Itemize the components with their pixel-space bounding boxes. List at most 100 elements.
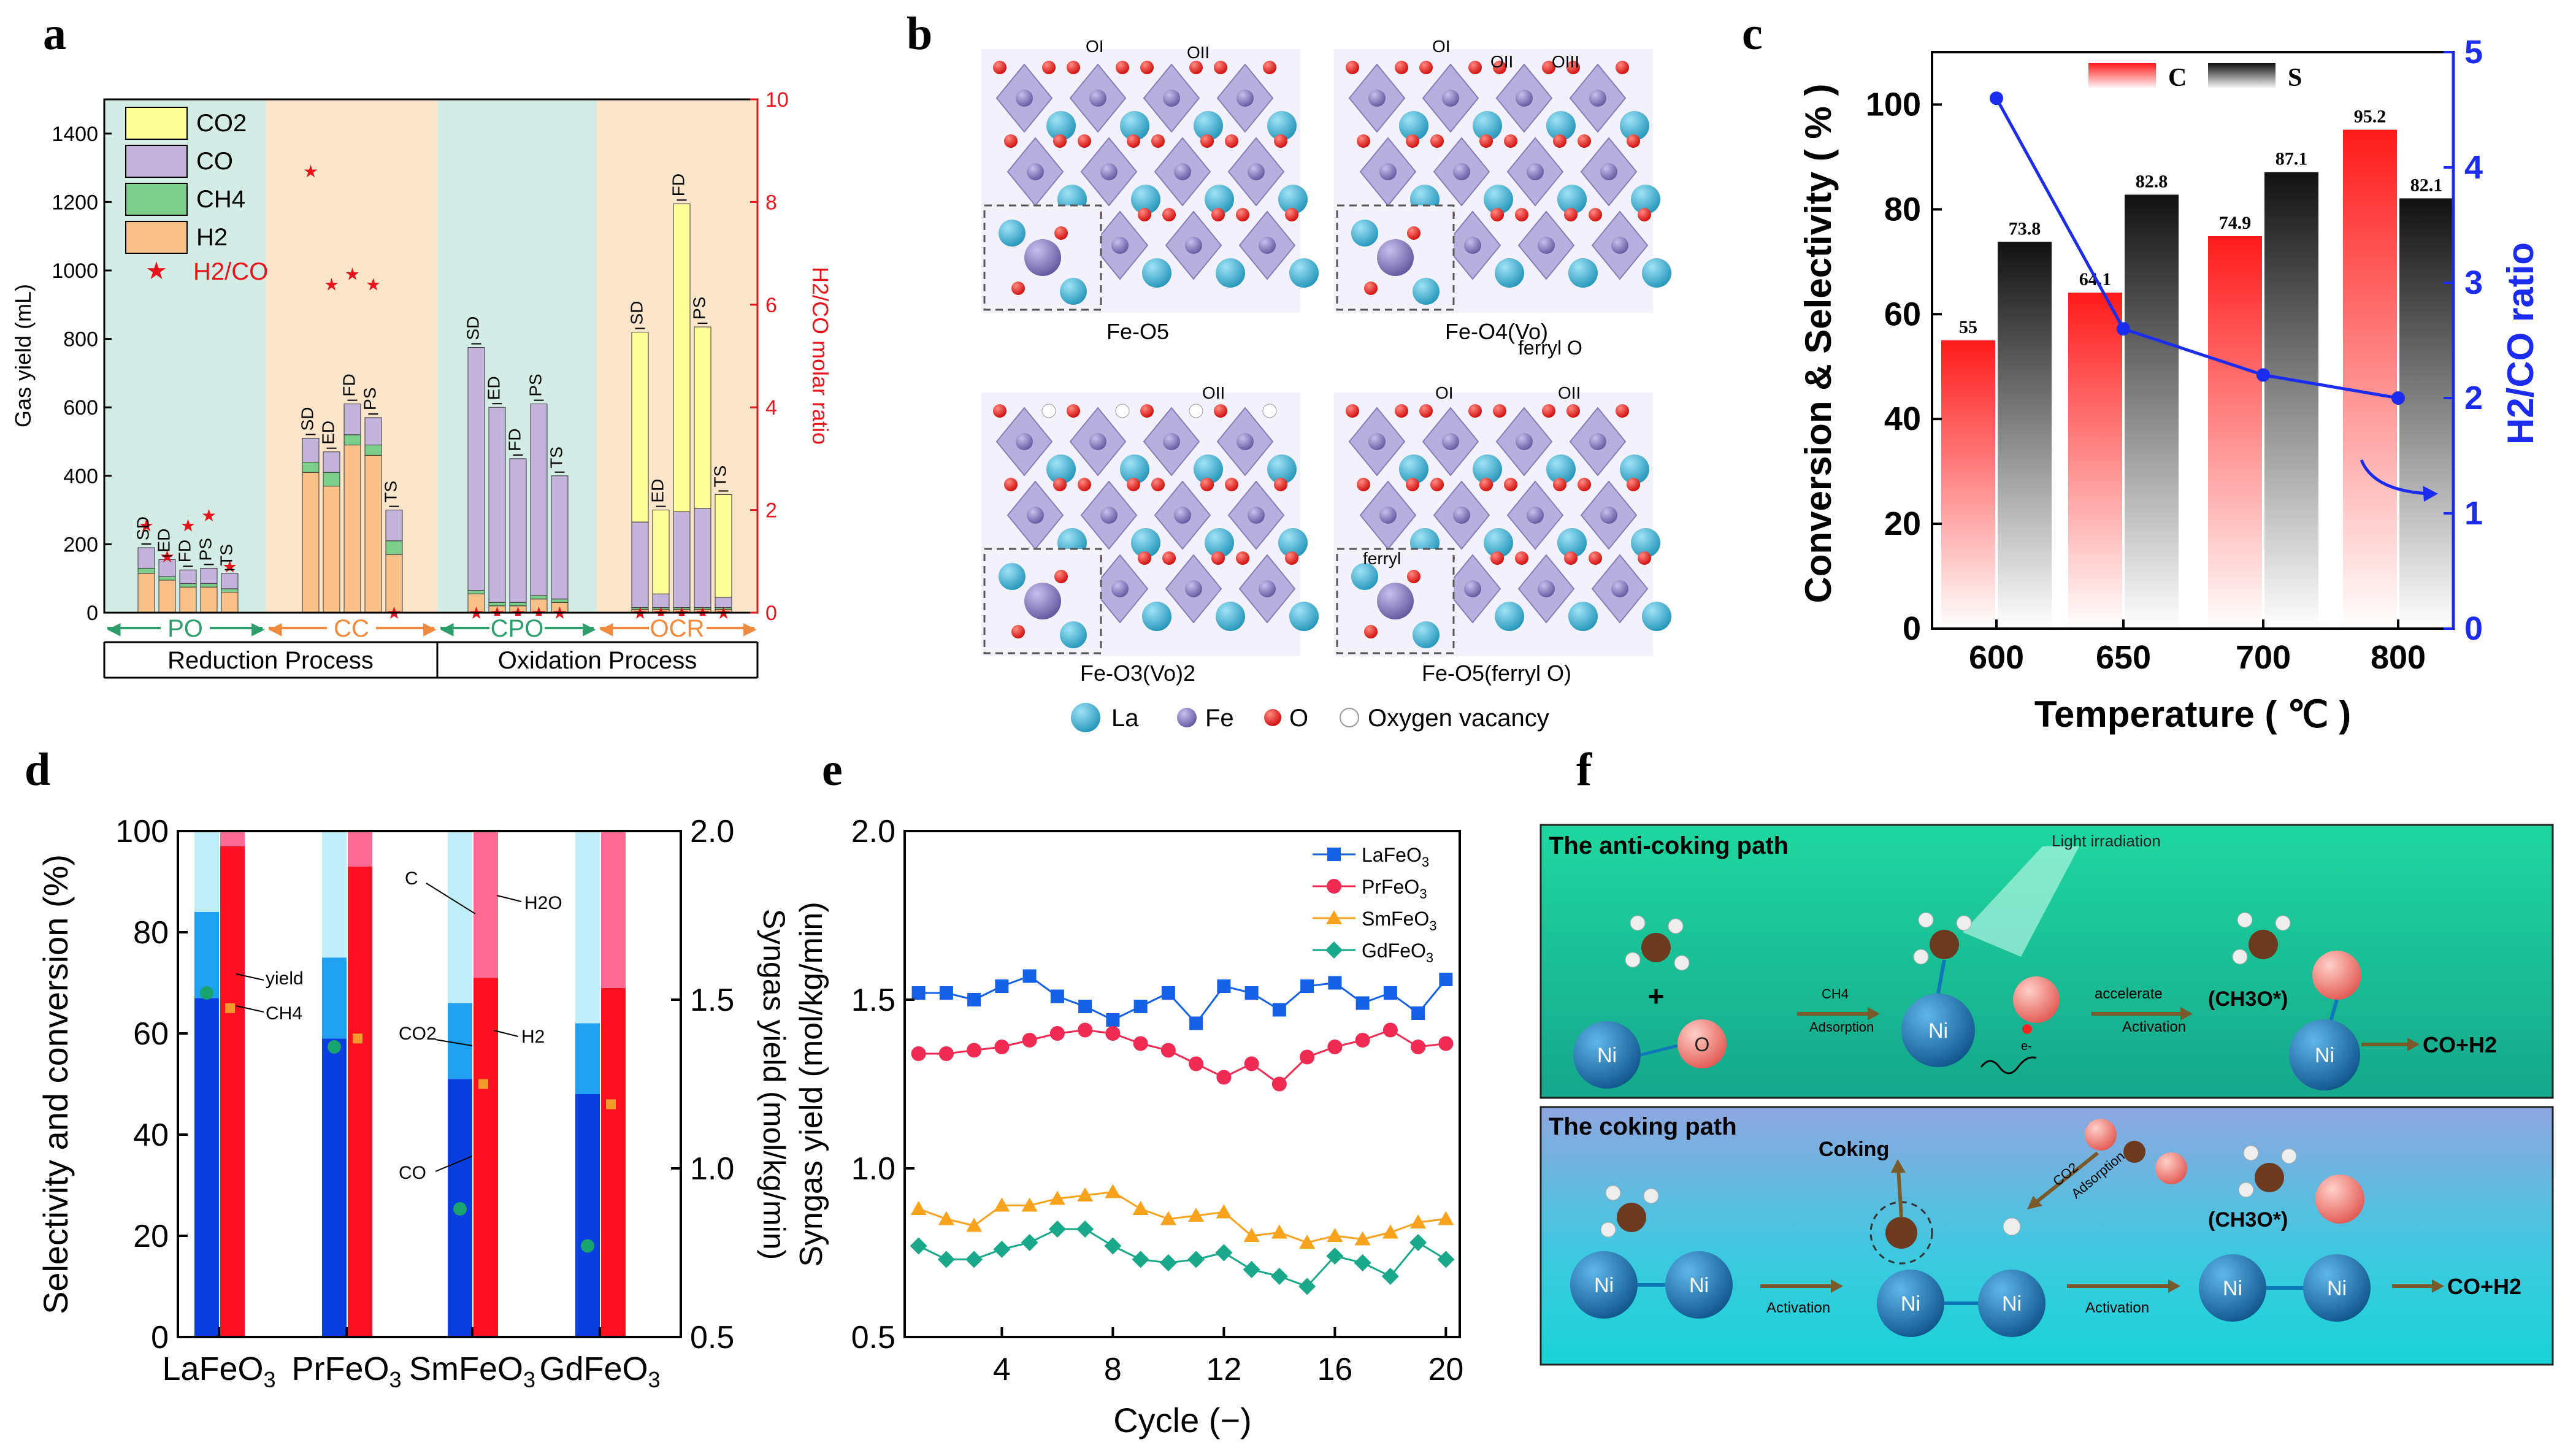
panel-a-bars (137, 203, 732, 613)
point-LaFeO3-19 (1411, 1006, 1425, 1020)
h-atom (1674, 955, 1690, 971)
o-atom (1127, 478, 1140, 491)
point-SmFeO3-10 (1160, 1211, 1176, 1225)
bar-CC-FD-CO (343, 404, 361, 435)
c-atom (1885, 1217, 1917, 1249)
fe-atom (1611, 237, 1628, 254)
o-atom (1566, 61, 1580, 74)
bar-PO-FD-CH4 (179, 583, 197, 588)
ni-atom-bot-1 (1570, 1251, 1638, 1319)
point-GdFeO3-19 (1409, 1234, 1427, 1251)
o-atom (1004, 134, 1018, 148)
tick-label: 40 (133, 1117, 169, 1153)
o-atom (1479, 134, 1493, 148)
la-atom (1546, 111, 1576, 140)
tick-label: 1400 (52, 123, 98, 146)
bar-PO-SD-H2 (137, 573, 155, 613)
region-ocr-label: OCR (650, 615, 705, 642)
fe-atom (1027, 507, 1044, 524)
ratio-marker-CC-FD: ★ (345, 265, 360, 284)
bar-s-650 (2125, 194, 2179, 629)
o-atom (1285, 551, 1298, 565)
bottom-ch3o-label: (CH3O*) (2208, 1208, 2288, 1232)
o-atom (1490, 208, 1504, 221)
o-atom (1262, 404, 1277, 418)
o-atom (1041, 404, 1056, 418)
bar-label-OCR-SD: SD (627, 301, 646, 325)
yield-marker-PrFeO3 (328, 1040, 341, 1054)
bar-label-PO-ED: ED (155, 529, 174, 553)
ch4-marker-GdFeO3 (606, 1099, 616, 1109)
o-atom (993, 404, 1006, 418)
point-GdFeO3-9 (1132, 1251, 1149, 1268)
bar-h2o (601, 831, 626, 988)
la-atom (1046, 454, 1076, 484)
c-atom (1617, 1203, 1646, 1232)
annotation-co2: CO2 (399, 1024, 437, 1044)
series-line-SmFeO3 (918, 1190, 1446, 1244)
o-atom (1406, 134, 1419, 148)
bottom-activation-label-1: Activation (1766, 1300, 1830, 1316)
fe-atom (1174, 163, 1191, 180)
point-LaFeO3-17 (1355, 996, 1370, 1010)
h-atom (1600, 1222, 1616, 1238)
point-GdFeO3-16 (1326, 1247, 1344, 1265)
tick-label: 20 (1428, 1352, 1463, 1387)
panel-e-frame (903, 830, 1461, 1338)
tick-label-SmFeO3: SmFeO3 (409, 1351, 535, 1392)
fe-atom (1016, 433, 1033, 450)
o-atom (1564, 551, 1578, 565)
bar-h2o (220, 831, 245, 846)
o-atom (1564, 208, 1578, 221)
ratio-line (1995, 97, 2399, 400)
tick-label-GdFeO3: GdFeO3 (539, 1351, 660, 1392)
svg-text:◀: ◀ (107, 619, 121, 638)
h-atom (1630, 915, 1646, 931)
panel-f-letter: f (1576, 744, 1593, 795)
fe-atom (1589, 433, 1606, 450)
o-atom (1067, 61, 1080, 74)
inset-o-atom (1054, 226, 1068, 240)
bar-co2 (575, 1023, 600, 1094)
point-GdFeO3-8 (1104, 1237, 1122, 1255)
la-atom (1205, 185, 1234, 214)
inset-o-atom (1407, 226, 1421, 240)
ch4-marker-SmFeO3 (478, 1079, 488, 1089)
bar-label-PO-PS: PS (196, 538, 215, 561)
bar-PO-PS-CH4 (200, 583, 218, 588)
bar-label-OCR-TS: TS (711, 466, 730, 488)
point-PrFeO3-6 (1049, 1026, 1065, 1041)
bar-label-s-600: 73.8 (2009, 218, 2041, 239)
inset-la-atom (1351, 220, 1378, 247)
bar-CC-FD-CH4 (343, 434, 361, 446)
o-atom (1004, 478, 1018, 491)
bar-c-600 (1941, 340, 1995, 629)
point-LaFeO3-6 (1050, 989, 1064, 1003)
point-SmFeO3-1 (910, 1201, 927, 1215)
fe-atom (1089, 433, 1106, 450)
o-atom (993, 61, 1006, 74)
point-LaFeO3-9 (1133, 1000, 1148, 1013)
trend-arrow (2360, 459, 2429, 496)
bar-co (322, 1038, 347, 1337)
bar-PO-ED-H2 (158, 580, 176, 613)
ni-atom-bot-4 (1978, 1270, 2045, 1337)
tick-label: 8 (1104, 1352, 1122, 1387)
bar-label-OCR-ED: ED (648, 479, 667, 503)
o-atom (1042, 61, 1056, 74)
fe-atom (1027, 163, 1044, 180)
point-LaFeO3-20 (1439, 973, 1453, 986)
tick-label-650: 650 (2096, 639, 2151, 676)
point-GdFeO3-1 (910, 1237, 927, 1255)
inset-la-atom (1351, 563, 1378, 590)
fe-atom (1248, 163, 1265, 180)
annotation-c: C (405, 868, 418, 889)
ni-label: Ni (1901, 1292, 1920, 1316)
tick-label: 600 (63, 396, 98, 420)
bar-label-CC-SD: SD (298, 407, 317, 431)
o-atom (1468, 404, 1482, 418)
tick-label: 2.0 (851, 814, 895, 849)
region-cpo-label: CPO (491, 615, 544, 642)
bar-label-PO-TS: TS (217, 544, 236, 566)
tick-label: 1200 (52, 191, 98, 214)
